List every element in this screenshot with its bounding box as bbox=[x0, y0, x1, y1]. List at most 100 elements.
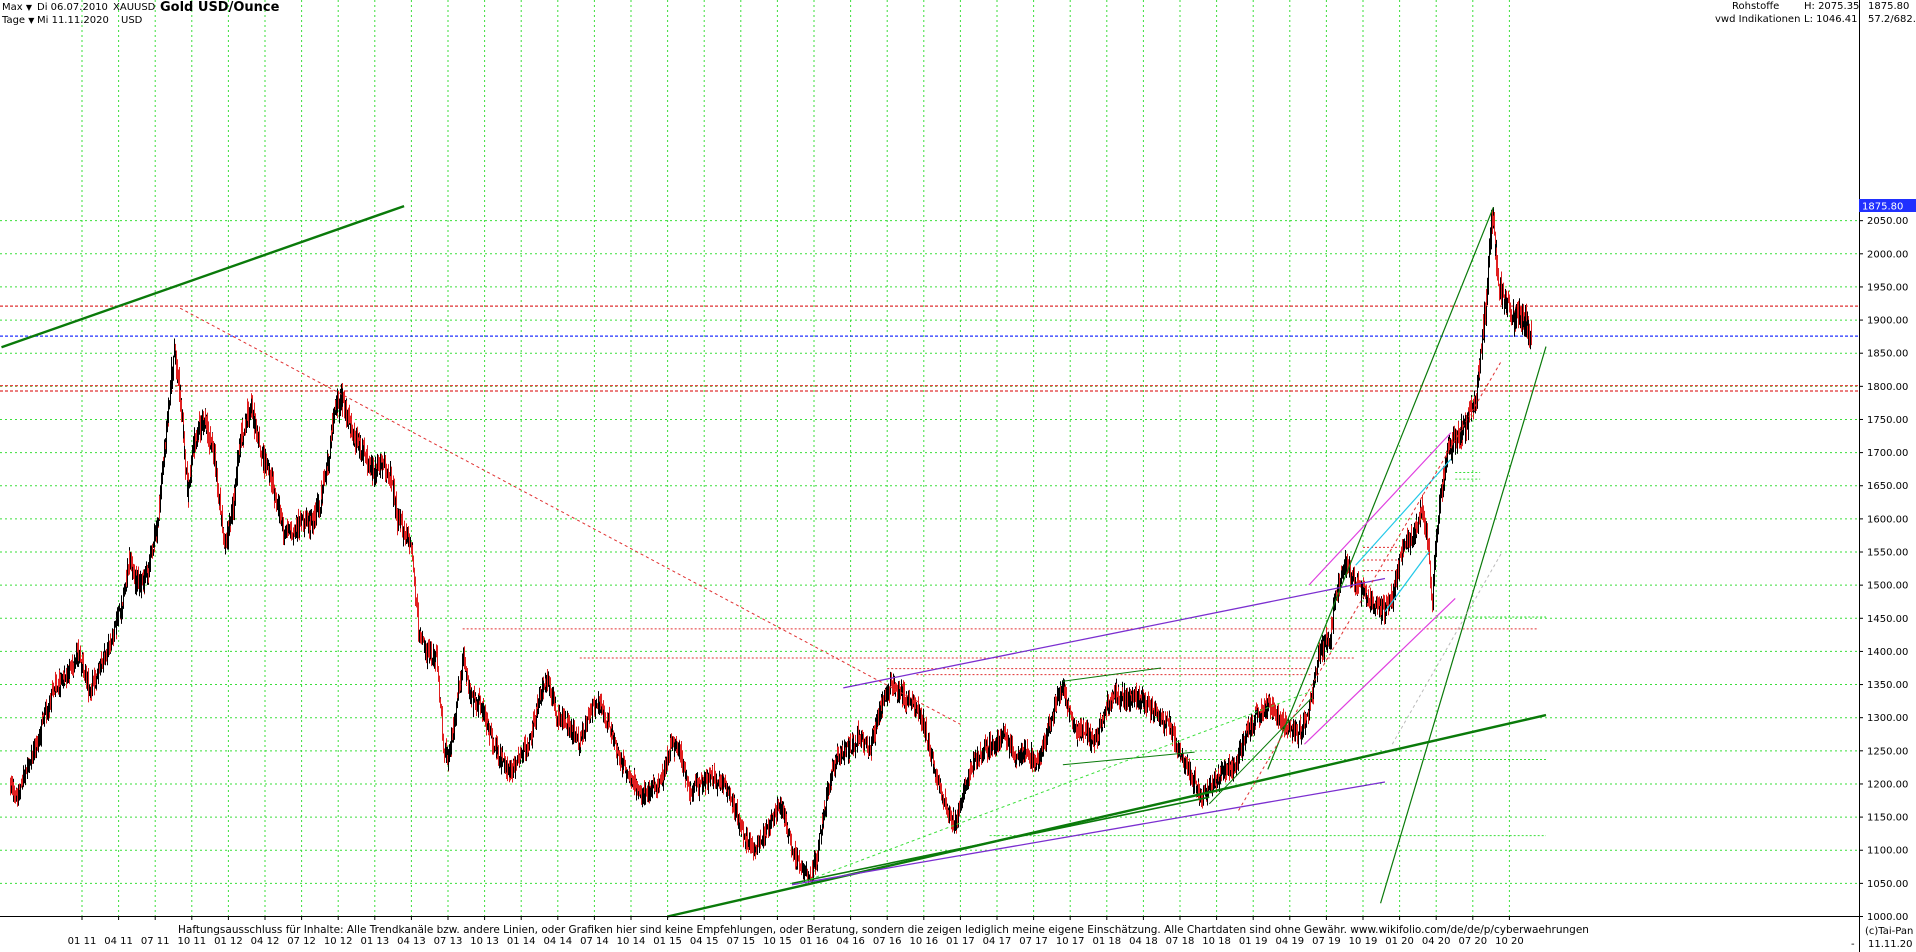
y-tick-label: 1900.00 bbox=[1867, 316, 1908, 327]
low-label: L: 1046.41 bbox=[1804, 14, 1858, 25]
axis-end-date: 11.11.20 bbox=[1868, 939, 1913, 950]
x-tick-label: 01 16 bbox=[800, 936, 829, 947]
y-tick-label: 1150.00 bbox=[1867, 813, 1908, 824]
x-tick-label: 10 18 bbox=[1202, 936, 1231, 947]
x-tick-label: 07 15 bbox=[726, 936, 755, 947]
y-tick-label: 1650.00 bbox=[1867, 481, 1908, 492]
x-tick-label: 01 20 bbox=[1385, 936, 1414, 947]
x-tick-label: 10 13 bbox=[470, 936, 499, 947]
x-tick-label: 10 16 bbox=[909, 936, 938, 947]
trendline bbox=[1062, 667, 1162, 682]
axis-end-dash: - bbox=[1851, 939, 1855, 950]
last-price-badge: 1875.80 bbox=[1859, 199, 1916, 213]
x-tick-label: 01 15 bbox=[653, 936, 682, 947]
x-tick-label: 07 11 bbox=[141, 936, 170, 947]
chart-grid bbox=[0, 0, 1859, 917]
y-tick-label: 2000.00 bbox=[1867, 249, 1908, 260]
x-tick-label: 07 20 bbox=[1458, 936, 1487, 947]
y-tick-label: 1950.00 bbox=[1867, 282, 1908, 293]
x-tick-label: 04 20 bbox=[1422, 936, 1451, 947]
x-tick-label: 07 17 bbox=[1019, 936, 1048, 947]
disclaimer-text: Haftungsausschluss für Inhalte: Alle Tre… bbox=[178, 924, 1589, 936]
y-tick-label: 1600.00 bbox=[1867, 514, 1908, 525]
trendline bbox=[1308, 432, 1452, 586]
trend-overlays bbox=[1, 204, 1547, 918]
x-tick-label: 01 14 bbox=[507, 936, 536, 947]
y-tick-label: 1850.00 bbox=[1867, 349, 1908, 360]
x-tick-label: 04 14 bbox=[543, 936, 572, 947]
x-tick-label: 07 16 bbox=[873, 936, 902, 947]
x-tick-label: 07 12 bbox=[287, 936, 316, 947]
trendline bbox=[179, 307, 961, 725]
x-axis: 01 11 04 11 07 11 10 11 01 12 04 12 07 12 10 12… bbox=[0, 916, 1859, 947]
trendline bbox=[791, 781, 1386, 886]
last-value-top: 1875.80 bbox=[1868, 1, 1910, 12]
x-tick-label: 04 13 bbox=[397, 936, 426, 947]
last-price-label: 1875.80 bbox=[1862, 202, 1903, 213]
x-tick-label: 07 14 bbox=[580, 936, 609, 947]
symbol-currency: USD bbox=[121, 15, 143, 26]
trendline bbox=[1379, 346, 1547, 904]
range-selector-label: Max bbox=[2, 2, 23, 13]
trendline bbox=[799, 690, 1312, 884]
y-tick-label: 1500.00 bbox=[1867, 581, 1908, 592]
range-selector[interactable]: Max ▼ bbox=[2, 2, 32, 14]
trendline bbox=[1355, 458, 1452, 566]
x-tick-label: 01 17 bbox=[946, 936, 975, 947]
scale-info: 57.2/682.3 bbox=[1868, 14, 1916, 25]
trendline bbox=[1062, 751, 1195, 766]
y-tick-label: 1100.00 bbox=[1867, 846, 1908, 857]
x-tick-label: 01 13 bbox=[360, 936, 389, 947]
trendline bbox=[667, 713, 1547, 918]
interval-selector-label: Tage bbox=[2, 15, 26, 26]
trendline bbox=[1391, 551, 1503, 745]
x-tick-label: 04 19 bbox=[1275, 936, 1304, 947]
y-tick-label: 1450.00 bbox=[1867, 614, 1908, 625]
y-axis: 1000.00 1050.00 1100.00 1150.00 1200.00 1250.… bbox=[1859, 0, 1908, 952]
x-tick-label: 10 20 bbox=[1495, 936, 1524, 947]
candle-series bbox=[10, 207, 1532, 885]
x-tick-label: 04 17 bbox=[983, 936, 1012, 947]
symbol-code: XAUUSD bbox=[113, 2, 156, 13]
trendline bbox=[1304, 597, 1456, 745]
copyright-label: (c)Tai-Pan bbox=[1865, 926, 1914, 937]
y-tick-label: 1700.00 bbox=[1867, 448, 1908, 459]
x-tick-label: 10 15 bbox=[763, 936, 792, 947]
date-from: Di 06.07.2010 bbox=[37, 2, 108, 13]
y-tick-label: 2050.00 bbox=[1867, 216, 1908, 227]
x-tick-label: 07 19 bbox=[1312, 936, 1341, 947]
interval-selector[interactable]: Tage ▼ bbox=[2, 15, 34, 27]
x-tick-label: 04 11 bbox=[104, 936, 133, 947]
y-tick-label: 1000.00 bbox=[1867, 912, 1908, 923]
trendline bbox=[1267, 207, 1494, 770]
trendline bbox=[791, 796, 1210, 885]
y-tick-label: 1400.00 bbox=[1867, 647, 1908, 658]
high-label: H: 2075.35 bbox=[1804, 1, 1860, 12]
x-tick-label: 07 18 bbox=[1166, 936, 1195, 947]
x-tick-label: 10 19 bbox=[1349, 936, 1378, 947]
trendline bbox=[843, 577, 1386, 689]
y-tick-label: 1750.00 bbox=[1867, 415, 1908, 426]
x-tick-label: 01 18 bbox=[1092, 936, 1121, 947]
date-to: Mi 11.11.2020 bbox=[37, 15, 109, 26]
y-tick-label: 1200.00 bbox=[1867, 779, 1908, 790]
chevron-down-icon: ▼ bbox=[28, 16, 35, 25]
x-tick-label: 01 19 bbox=[1239, 936, 1268, 947]
x-tick-label: 04 18 bbox=[1129, 936, 1158, 947]
source-label: vwd Indikationen bbox=[1715, 14, 1801, 25]
x-tick-label: 04 15 bbox=[690, 936, 719, 947]
y-tick-label: 1050.00 bbox=[1867, 879, 1908, 890]
trendline bbox=[1384, 551, 1430, 613]
x-tick-label: 10 11 bbox=[177, 936, 206, 947]
y-tick-label: 1250.00 bbox=[1867, 746, 1908, 757]
chart-title: Gold USD/Ounce bbox=[160, 0, 280, 15]
y-tick-label: 1300.00 bbox=[1867, 713, 1908, 724]
x-tick-label: 10 14 bbox=[617, 936, 646, 947]
y-tick-label: 1550.00 bbox=[1867, 548, 1908, 559]
trendline bbox=[1, 204, 405, 349]
x-tick-label: 10 17 bbox=[1056, 936, 1085, 947]
x-tick-label: 01 11 bbox=[68, 936, 97, 947]
chevron-down-icon: ▼ bbox=[25, 3, 33, 12]
y-tick-label: 1800.00 bbox=[1867, 382, 1908, 393]
